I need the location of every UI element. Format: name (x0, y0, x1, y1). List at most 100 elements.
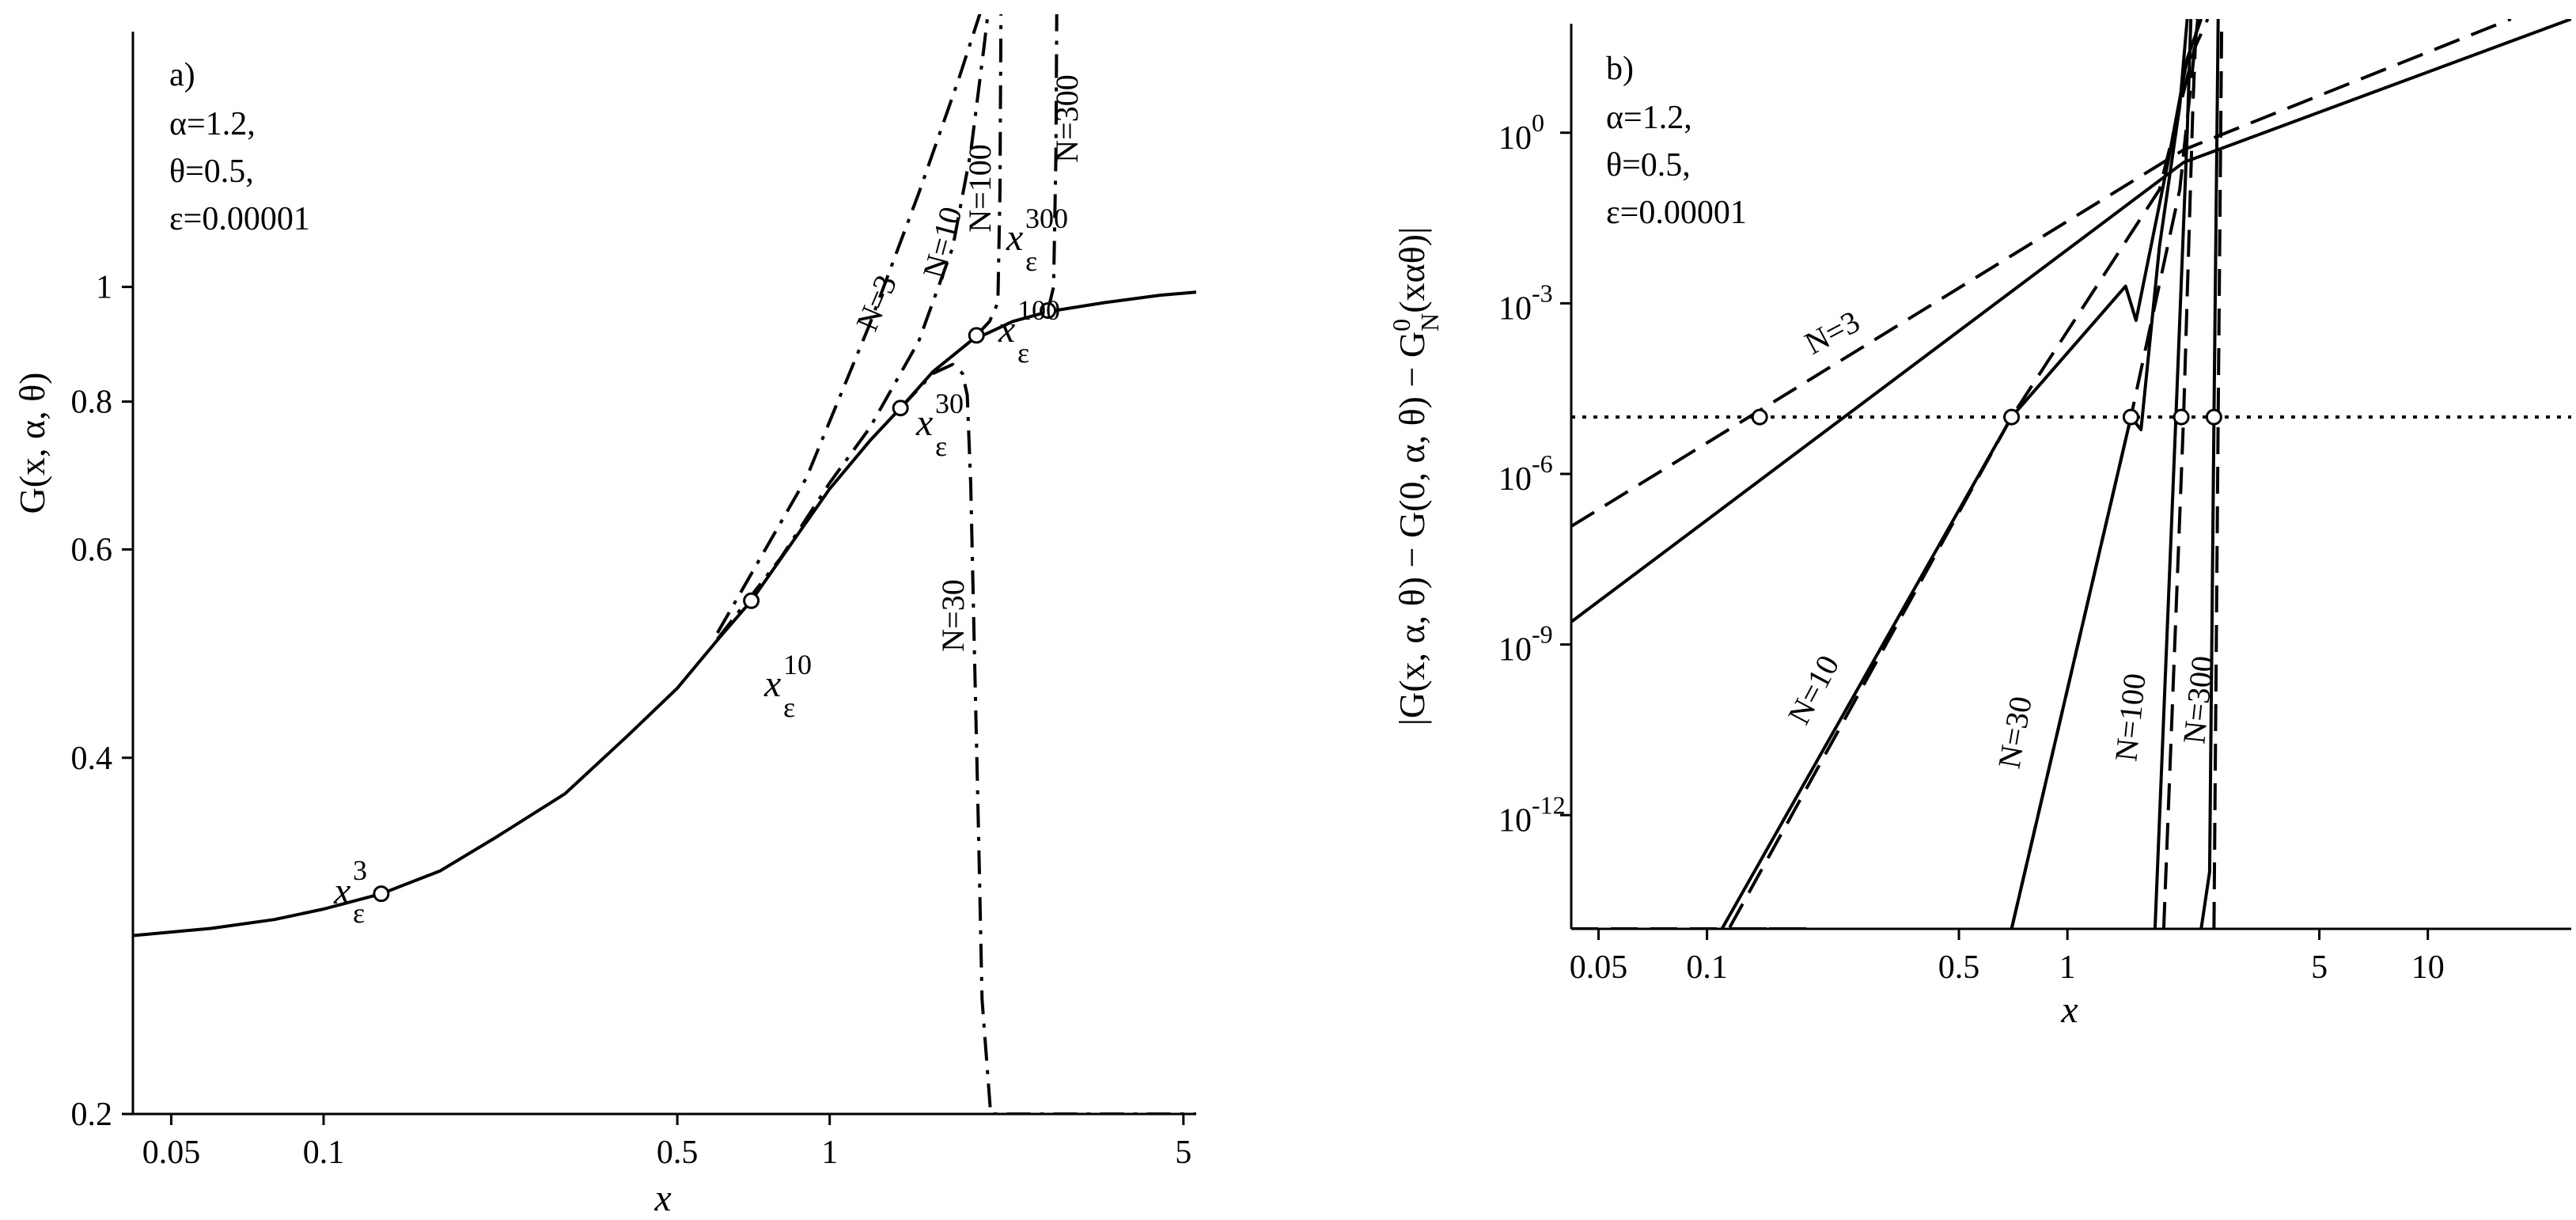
xeps3-base: x (333, 870, 350, 912)
y-tick-label: 10-9 (1498, 620, 1553, 669)
xeps30-base: x (915, 402, 933, 444)
xeps10-sup: 10 (783, 649, 812, 680)
panel-a-label-n300: N=300 (1049, 74, 1085, 162)
series-n-300-estimate (2212, 19, 2224, 929)
y-tick-label: 10-3 (1498, 278, 1553, 327)
marker-point-1 (373, 885, 390, 903)
xeps100-base: x (998, 309, 1015, 350)
panel-a-curves (133, 14, 1196, 1114)
series-n-30 (899, 362, 1196, 1114)
svg-text:ε: ε (1017, 337, 1029, 369)
panel-b-label-n10: N=10 (1781, 650, 1847, 730)
panel-a-ticks: 0.05 0.1 0.5 1 5 0.2 0.4 0.6 0.8 1 (71, 270, 1192, 1171)
panel-b-label-n30: N=30 (1991, 694, 2039, 771)
svg-text:3: 3 (353, 854, 367, 886)
series-n-100-estimate (2161, 19, 2199, 929)
marker-point-4 (2173, 408, 2190, 426)
panel-a-xeps30-label: x 30 ε (915, 388, 964, 462)
panel-b-x-label: x (2060, 989, 2078, 1031)
svg-text:100: 100 (1017, 294, 1060, 326)
panel-b-y-label-main: |G(x, α, θ) − G(0, α, θ) − G (1392, 332, 1432, 726)
xeps300-sub: ε (1025, 245, 1037, 277)
panel-b-y-label-tail: (xαθ)| (1392, 227, 1432, 313)
panel-b-param-alpha: α=1.2, (1606, 100, 1692, 136)
panel-b-label-n300: N=300 (2176, 654, 2220, 746)
series-n-3-exact (1571, 19, 2571, 623)
panel-a-param-theta: θ=0.5, (169, 153, 254, 190)
panel-b-ticks: 0.05 0.1 0.5 1 5 10 10-12 10-9 10-6 10-3 100 (1498, 108, 2445, 986)
xeps100-sup: 100 (1017, 294, 1060, 326)
x-tick-label: 0.5 (1938, 949, 1980, 986)
panel-a-xeps10-label: x 10 ε (763, 649, 812, 723)
marker-point-2 (2003, 408, 2021, 426)
svg-text:ε: ε (353, 897, 365, 929)
panel-a-xeps100-label: x 100 ε (998, 294, 1060, 369)
series-n-100 (975, 14, 1003, 337)
x-tick-label: 1 (821, 1135, 838, 1171)
x-tick-label: 0.5 (657, 1135, 699, 1171)
panel-b-y-label: |G(x, α, θ) − G(0, α, θ) − G0N(xαθ)| (1387, 227, 1444, 726)
y-tick-label: 1 (96, 270, 112, 306)
panel-a-y-label: G(x, α, θ) (12, 373, 52, 514)
panel-a-param-alpha: α=1.2, (169, 106, 256, 142)
marker-point-5 (2205, 408, 2222, 426)
series-n-300 (1046, 14, 1059, 312)
x-tick-label: 0.1 (1686, 949, 1728, 986)
series-n-30-exact (2010, 19, 2189, 929)
xeps300-base: x (1006, 217, 1023, 259)
x-tick-label: 0.1 (303, 1135, 345, 1171)
marker-point-2 (743, 592, 760, 609)
x-tick-label: 0.05 (1570, 949, 1628, 986)
y-tick-label: 0.8 (71, 385, 113, 421)
y-tick-label: 0.2 (71, 1097, 113, 1133)
svg-text:ε: ε (1025, 245, 1037, 277)
xeps10-base: x (763, 663, 781, 705)
series-n-10 (716, 14, 990, 640)
svg-text:10: 10 (783, 649, 812, 680)
svg-text:x: x (333, 870, 350, 912)
x-tick-label: 5 (1175, 1135, 1191, 1171)
panel-a-label-n10: N=10 (915, 203, 968, 282)
panel-b-label-n100: N=100 (2108, 672, 2152, 763)
xeps100-sub: ε (1017, 337, 1029, 369)
panel-a-label-n30: N=30 (935, 579, 971, 651)
panel-b: 0.05 0.1 0.5 1 5 10 10-12 10-9 10-6 10-3 100 b) α=… (1387, 19, 2571, 1031)
panel-a-xeps3-label: x 3 ε (333, 854, 367, 929)
panel-a-xeps300-label: x 300 ε (1006, 203, 1068, 277)
marker-point-4 (968, 327, 985, 344)
panel-b-y-label-sup: 0 (1387, 319, 1415, 332)
xeps3-sub: ε (353, 897, 365, 929)
panel-a-param-epsilon: ε=0.00001 (169, 201, 310, 237)
svg-text:ε: ε (783, 691, 795, 723)
svg-text:30: 30 (935, 388, 964, 419)
x-tick-label: 5 (2311, 949, 2328, 986)
svg-text:|G(x, α, θ) − G(0, α, θ) − G0N: |G(x, α, θ) − G(0, α, θ) − G0N(xαθ)| (1387, 227, 1444, 726)
y-tick-label: 100 (1498, 108, 1544, 157)
panel-b-y-label-sub: N (1415, 313, 1444, 332)
panel-a-label: a) (169, 57, 195, 93)
svg-text:300: 300 (1025, 203, 1068, 234)
panel-a-markers (373, 302, 1057, 903)
series-g-x (133, 290, 1196, 938)
panel-a-label-n100: N=100 (962, 144, 998, 232)
panel-b-param-epsilon: ε=0.00001 (1606, 195, 1747, 231)
marker-point-1 (1751, 408, 1768, 426)
series-n-100-exact (2153, 19, 2193, 929)
panel-b-markers (1751, 408, 2222, 426)
marker-point-3 (2122, 408, 2139, 426)
xeps3-sup: 3 (353, 854, 367, 886)
svg-text:x: x (763, 663, 781, 705)
xeps10-sub: ε (783, 691, 795, 723)
panel-b-label: b) (1606, 51, 1634, 87)
y-tick-label: 0.6 (71, 532, 113, 568)
marker-point-5 (1040, 302, 1057, 320)
panel-b-curves (1571, 19, 2571, 929)
marker-point-3 (892, 400, 909, 417)
panel-a-label-n3: N=3 (849, 270, 903, 335)
xeps30-sub: ε (935, 430, 947, 462)
panel-a-x-label: x (653, 1177, 671, 1219)
x-tick-label: 1 (2059, 949, 2076, 986)
y-tick-label: 0.4 (71, 741, 113, 777)
xeps300-sup: 300 (1025, 203, 1068, 234)
